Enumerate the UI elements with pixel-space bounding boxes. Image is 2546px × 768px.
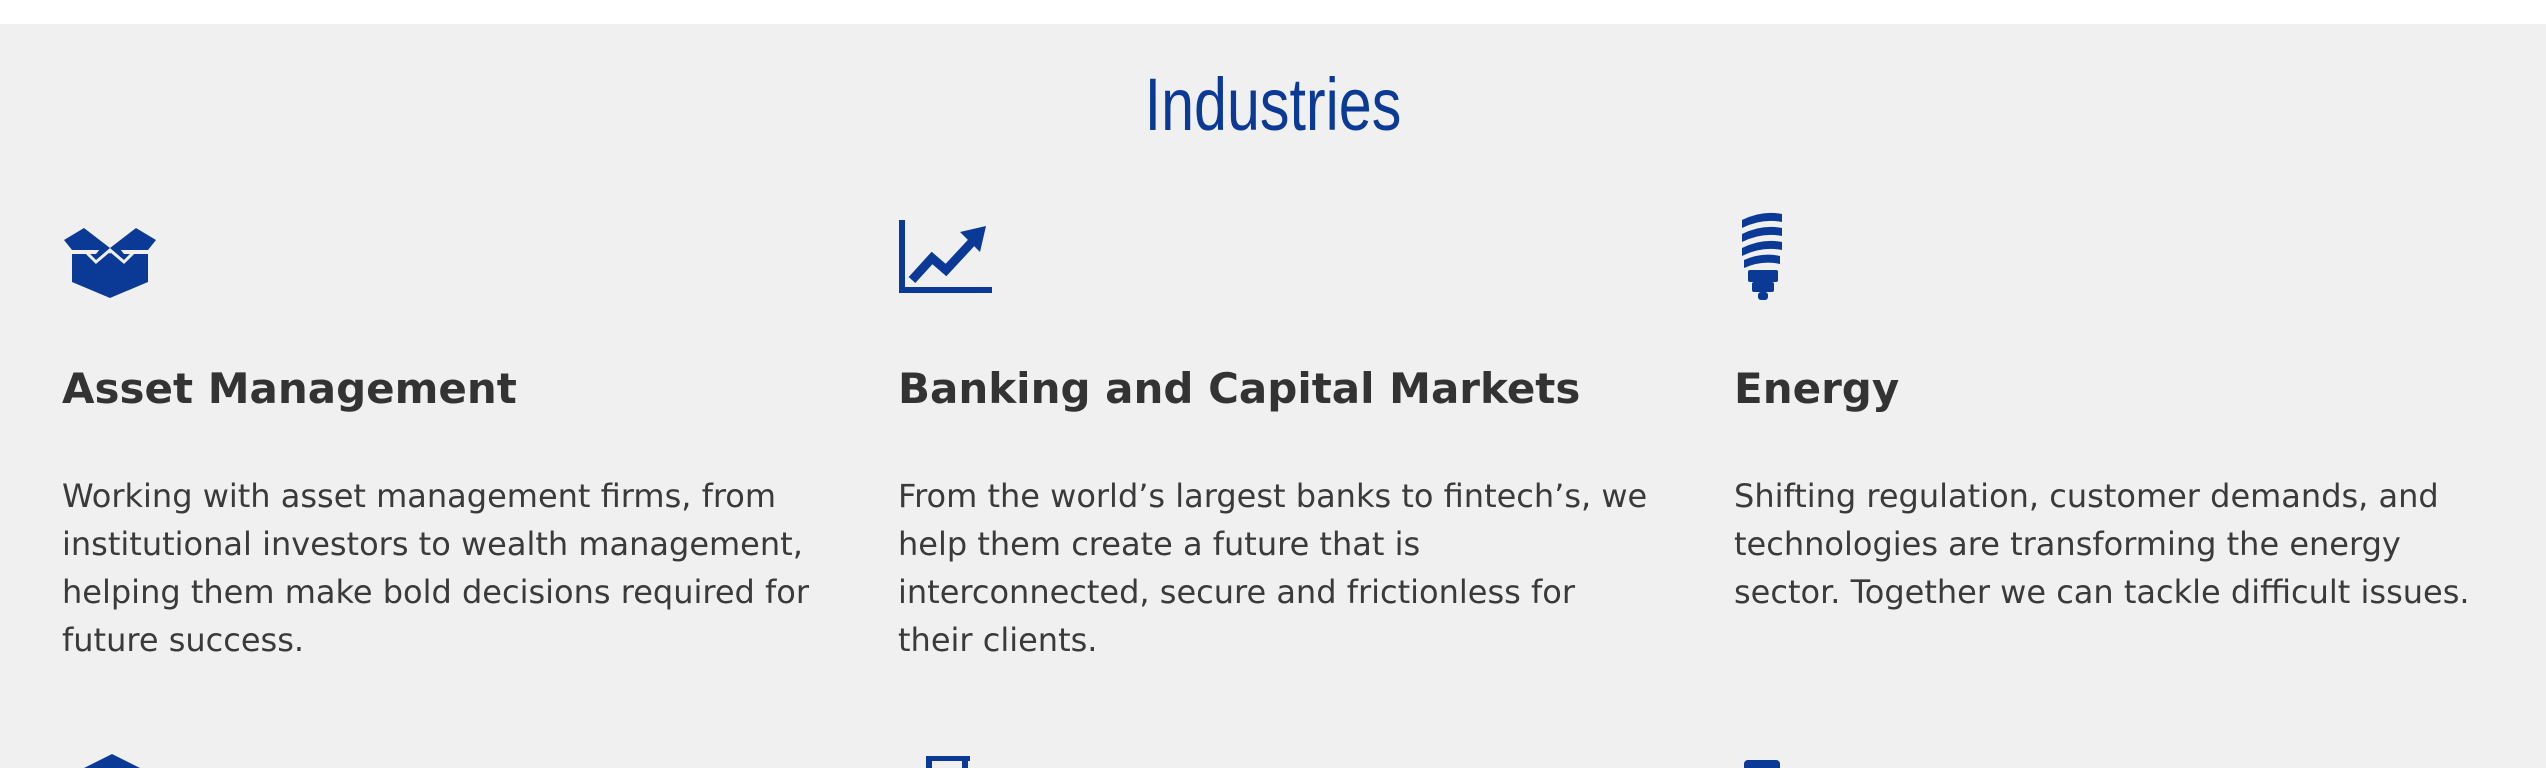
lightbulb-icon — [1734, 210, 1794, 302]
industry-title: Banking and Capital Markets — [898, 364, 1581, 413]
bank-icon — [84, 752, 140, 768]
device-icon — [1742, 758, 1782, 768]
industry-description: Working with asset management firms, fro… — [62, 477, 809, 659]
industry-title: Asset Management — [62, 364, 517, 413]
section-title: Industries — [1144, 63, 1402, 146]
open-box-icon — [62, 226, 158, 298]
line-chart-icon — [898, 218, 994, 294]
industry-title: Energy — [1734, 364, 1900, 413]
industry-description: From the world’s largest banks to fintec… — [898, 477, 1648, 659]
industry-description: Shifting regulation, customer demands, a… — [1734, 477, 2470, 611]
industries-section: Industries Asset Management Working with… — [0, 24, 2546, 768]
clipboard-icon — [922, 752, 972, 768]
top-bar — [0, 0, 2546, 24]
